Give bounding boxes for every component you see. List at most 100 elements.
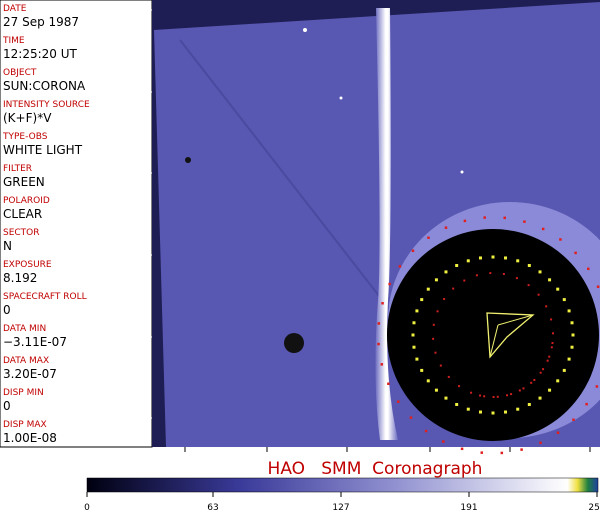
ring-dot <box>388 282 391 286</box>
field-label: DATA MIN <box>3 324 46 334</box>
ring-dot <box>556 287 560 291</box>
ring-dot <box>570 345 574 349</box>
ring-dot <box>387 382 390 386</box>
field-label: OBJECT <box>3 68 37 78</box>
ring-dot <box>504 410 508 414</box>
ring-dot <box>541 227 545 231</box>
ring-dot <box>452 287 455 290</box>
ring-dot <box>380 363 384 366</box>
ring-dot <box>572 418 575 421</box>
ring-dot <box>500 451 504 455</box>
ring-dot <box>432 337 435 340</box>
field-value: 0 <box>3 303 11 317</box>
ring-dot <box>434 351 437 354</box>
ring-dot <box>570 321 574 325</box>
field-label: TIME <box>2 36 25 46</box>
ring-dot <box>574 251 577 255</box>
ring-dot <box>551 332 554 335</box>
ring-dot <box>587 267 590 271</box>
ring-dot <box>527 264 531 268</box>
ring-dot <box>455 264 459 268</box>
ring-dot <box>470 391 473 394</box>
field-label: DATE <box>3 4 27 14</box>
field-value: (K+F)*V <box>3 111 52 125</box>
field-label: POLAROID <box>3 196 50 206</box>
ring-dot <box>466 259 470 263</box>
footer-title: HAO SMM Coronagraph <box>268 459 483 479</box>
field-label: TYPE-OBS <box>2 132 48 142</box>
ring-dot <box>562 368 566 372</box>
ring-dot <box>491 255 495 259</box>
ring-dot <box>538 396 542 400</box>
ring-dot <box>556 431 560 435</box>
ring-dot <box>415 309 419 313</box>
colorbar <box>86 477 599 493</box>
ring-dot <box>415 357 419 361</box>
colorbar-tick-label: 127 <box>332 503 349 512</box>
field-label: SECTOR <box>3 228 40 238</box>
ring-dot <box>539 441 542 445</box>
ring-dot <box>466 407 470 411</box>
sun-marker <box>497 314 534 326</box>
dust-spot <box>284 333 304 353</box>
ring-dot <box>426 287 430 291</box>
ring-dot <box>463 279 466 282</box>
ring-dot <box>542 368 545 371</box>
ring-dot <box>530 381 533 384</box>
star <box>303 28 307 32</box>
field-value: 0 <box>3 399 11 413</box>
ring-dot <box>483 216 486 219</box>
ring-dot <box>426 379 430 383</box>
ring-dot <box>489 272 492 275</box>
ring-dot <box>458 385 461 388</box>
ring-dot <box>548 388 552 392</box>
ring-dot <box>377 342 380 346</box>
field-value: GREEN <box>3 175 45 189</box>
pylon-streak <box>375 8 398 440</box>
ring-dot <box>548 278 552 282</box>
ring-dot <box>436 310 439 313</box>
ring-dot <box>522 387 525 390</box>
ring-dot <box>567 357 571 361</box>
ring-dot <box>420 298 424 302</box>
ring-dot <box>478 256 482 260</box>
ring-dot <box>377 322 381 325</box>
frame-ticks <box>184 447 591 452</box>
ring-dot <box>546 359 549 362</box>
ring-dot <box>504 256 508 260</box>
ring-dot <box>444 226 448 229</box>
field-label: SPACECRAFT ROLL <box>3 292 87 302</box>
ring-dot <box>439 364 442 367</box>
ring-dot <box>492 395 495 398</box>
ring-dot <box>595 385 599 388</box>
field-value: CLEAR <box>3 207 42 221</box>
field-value: 8.192 <box>3 271 37 285</box>
ring-dot <box>434 388 438 392</box>
field-value: 3.20E-07 <box>3 367 57 381</box>
ring-dot <box>496 395 499 398</box>
ring-dot <box>571 333 575 337</box>
ring-dot <box>412 345 416 349</box>
ring-dot <box>412 321 416 325</box>
ring-dot <box>510 393 513 396</box>
ring-dot <box>538 270 542 274</box>
ring-dot <box>527 402 531 406</box>
ring-dot <box>539 371 542 374</box>
sun-marker <box>489 324 499 358</box>
ring-dot <box>475 274 478 277</box>
ring-dot <box>398 265 402 268</box>
ring-dot <box>411 333 415 337</box>
field-label: DISP MIN <box>3 388 44 398</box>
ring-dot <box>483 395 486 398</box>
field-value: 1.00E-08 <box>3 431 57 445</box>
ring-dot <box>455 402 459 406</box>
ring-dot <box>503 216 506 220</box>
ring-dot <box>585 402 588 406</box>
ring-dot <box>427 236 430 239</box>
ring-dot <box>432 323 435 326</box>
ring-dot <box>396 400 400 403</box>
ring-dot <box>515 277 518 280</box>
frame-ticks <box>148 9 152 419</box>
ring-dot <box>447 375 450 378</box>
ring-dot <box>550 346 553 349</box>
